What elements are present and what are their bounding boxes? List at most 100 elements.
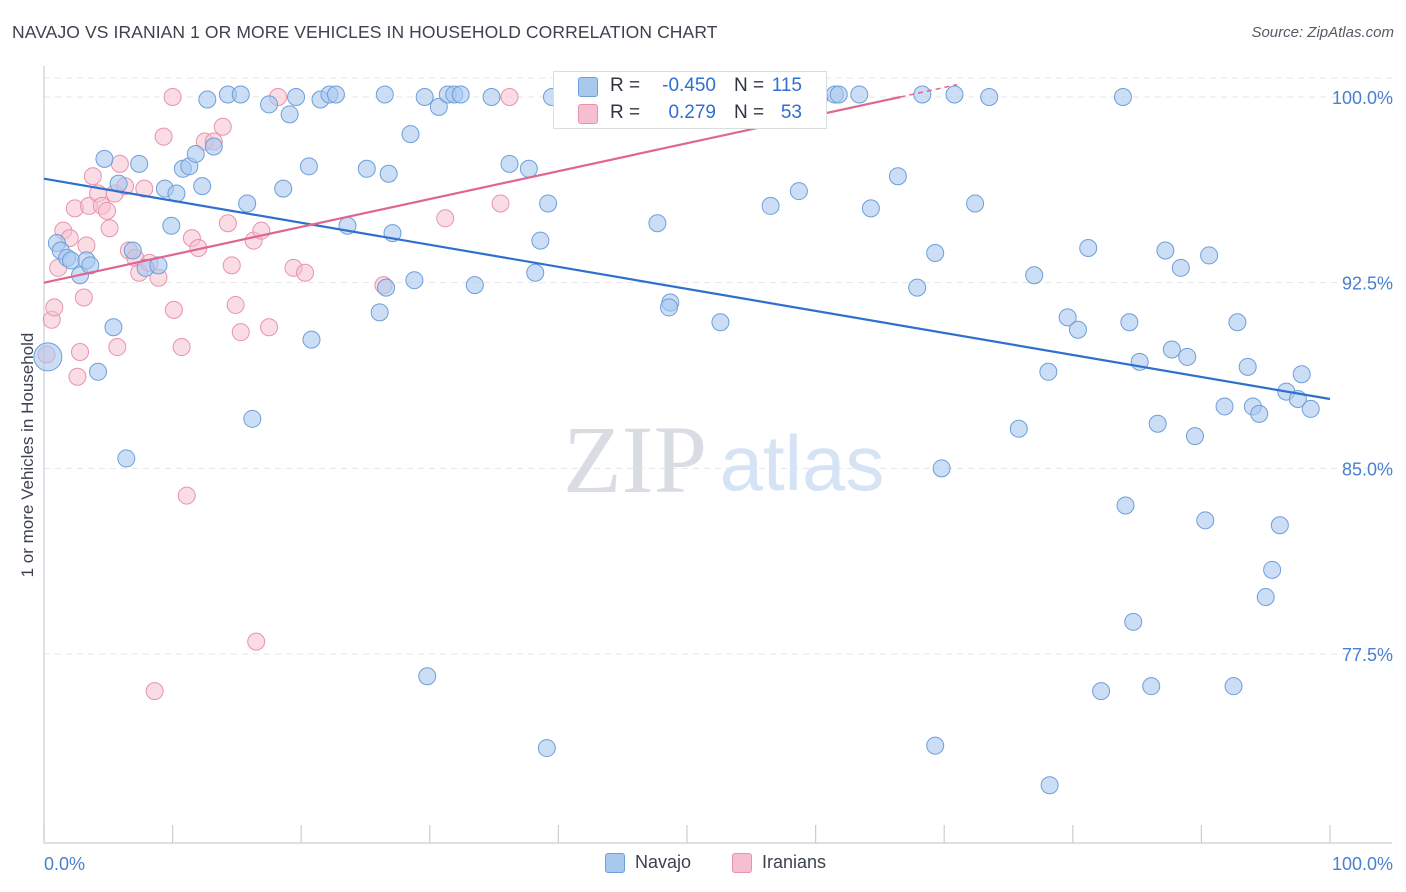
- iranian-point: [164, 300, 183, 319]
- axes: [43, 66, 1392, 844]
- navajo-point: [204, 137, 223, 156]
- navajo-point: [117, 449, 136, 468]
- navajo-point: [1124, 612, 1143, 631]
- navajo-point: [789, 182, 808, 201]
- navajo-point: [537, 739, 556, 758]
- watermark-zip: ZIP: [563, 406, 707, 513]
- iranian-point: [436, 209, 455, 228]
- navajo-point: [980, 88, 999, 106]
- navajo-point: [193, 177, 212, 196]
- navajo-point: [1039, 362, 1058, 381]
- navajo-point: [1200, 246, 1219, 265]
- legend-item-navajo[interactable]: Navajo: [605, 852, 691, 873]
- iranian-point: [108, 338, 127, 357]
- navajo-point: [379, 164, 398, 183]
- iranian-point: [135, 179, 154, 198]
- legend-item-iranians[interactable]: Iranians: [732, 852, 826, 873]
- navajo-point: [500, 154, 519, 173]
- navajo-point: [405, 271, 424, 290]
- iranian-point: [222, 256, 241, 275]
- navajo-point: [945, 85, 964, 104]
- navajo-point: [926, 243, 945, 262]
- iranian-point: [491, 194, 510, 213]
- iranian-point: [226, 295, 245, 314]
- navajo-point: [659, 298, 678, 317]
- iranian-point: [218, 214, 237, 233]
- navajo-point: [130, 154, 149, 173]
- source-credit: Source: ZipAtlas.com: [1251, 24, 1394, 41]
- grid-lines: [44, 77, 1392, 655]
- legend-label-iranians: Iranians: [762, 852, 827, 872]
- iranian-point: [74, 288, 93, 307]
- navajo-point: [81, 256, 100, 275]
- navajo-point: [1025, 266, 1044, 285]
- stats-legend-box: R = -0.450 N = 115 R = 0.279 N = 53: [553, 71, 827, 129]
- navajo-point: [429, 97, 448, 116]
- navajo-point: [198, 90, 217, 109]
- navajo-point: [415, 88, 434, 106]
- navajo-point: [1270, 516, 1289, 535]
- navajo-point: [1178, 347, 1197, 366]
- navajo-legend-swatch: [605, 852, 625, 873]
- navajo-point: [761, 196, 780, 215]
- navajo-point: [539, 194, 558, 213]
- navajo-point: [1148, 414, 1167, 433]
- iranians-legend-swatch: [732, 852, 752, 873]
- n-label: N =: [734, 102, 765, 123]
- iranian-point: [100, 219, 119, 238]
- navajo-point: [1263, 560, 1282, 579]
- iranian-point: [500, 88, 519, 106]
- navajo-point: [123, 241, 142, 260]
- y-tick-label: 92.5%: [1342, 274, 1393, 294]
- iranian-point: [296, 263, 315, 282]
- navajo-point: [243, 409, 262, 428]
- navajo-point: [401, 125, 420, 144]
- navajo-point: [1224, 677, 1243, 696]
- y-tick-label: 100.0%: [1332, 88, 1393, 108]
- navajo-point: [186, 144, 205, 163]
- navajo-point: [1238, 357, 1257, 376]
- navajo-point: [465, 276, 484, 295]
- navajo-point: [95, 149, 114, 168]
- iranian-point: [231, 323, 250, 342]
- iranians-swatch: [578, 104, 598, 124]
- navajo-point: [913, 85, 932, 104]
- navajo-point: [104, 318, 123, 337]
- navajo-point: [1068, 320, 1087, 339]
- navajo-point: [1292, 365, 1311, 384]
- iranian-point: [98, 201, 117, 220]
- navajo-point: [1040, 776, 1059, 795]
- trend-lines: [43, 83, 1331, 401]
- y-tick-label: 77.5%: [1342, 645, 1393, 665]
- n-label: N =: [734, 75, 765, 96]
- iranian-point: [154, 127, 173, 146]
- navajo-point: [482, 88, 501, 106]
- stats-row-iranians: R = 0.279 N = 53: [554, 101, 826, 127]
- navajo-point: [850, 85, 869, 104]
- navajo-point: [888, 167, 907, 186]
- navajo-point: [1301, 399, 1320, 418]
- iranian-point: [163, 88, 182, 106]
- navajo-point: [370, 303, 389, 322]
- navajo-point: [1116, 496, 1135, 515]
- n-value-navajo: 115: [771, 75, 802, 96]
- navajo-point: [1142, 677, 1161, 696]
- r-value-navajo: -0.450: [662, 75, 716, 96]
- navajo-point: [966, 194, 985, 213]
- navajo-point: [1113, 88, 1132, 106]
- r-label: R =: [610, 75, 641, 96]
- navajo-trend-line: [43, 177, 1331, 401]
- navajo-point: [1079, 239, 1098, 258]
- iranian-point: [260, 318, 279, 337]
- iranian-point: [110, 154, 129, 173]
- navajo-point: [861, 199, 880, 218]
- navajo-point: [1092, 682, 1111, 701]
- navajo-point: [711, 313, 730, 332]
- iranian-point: [177, 486, 196, 505]
- navajo-point: [526, 263, 545, 282]
- navajo-point: [162, 216, 181, 235]
- navajo-point: [829, 85, 848, 104]
- bottom-legend: Navajo Iranians: [0, 852, 1406, 880]
- y-tick-label: 85.0%: [1342, 459, 1393, 479]
- r-label: R =: [610, 102, 641, 123]
